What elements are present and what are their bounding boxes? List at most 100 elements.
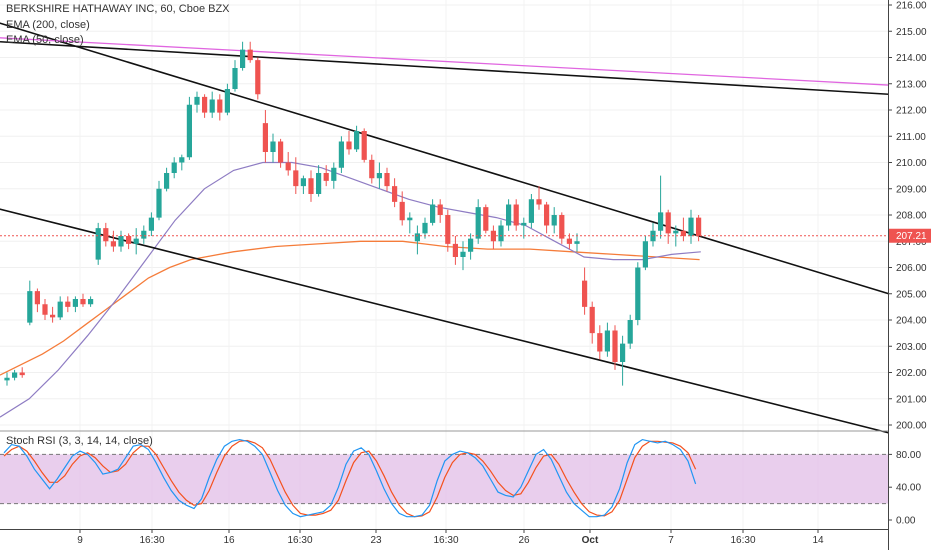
candle-body	[148, 217, 154, 231]
candle-body	[551, 215, 557, 226]
candle	[156, 180, 162, 221]
price-tick-label: 200.00	[896, 421, 927, 432]
price-tick-label: 210.00	[896, 158, 927, 169]
candle	[42, 299, 48, 320]
candle-body	[164, 173, 170, 189]
candle	[627, 314, 633, 349]
candle	[513, 199, 519, 231]
candle	[612, 325, 618, 370]
ema-lines	[0, 161, 701, 418]
candle-body	[338, 141, 344, 168]
candle	[589, 301, 595, 344]
candle	[498, 220, 504, 247]
candle-body	[688, 217, 694, 236]
candle	[240, 41, 246, 71]
candle	[658, 175, 664, 239]
candle-body	[133, 238, 139, 244]
candle	[72, 296, 78, 313]
candle-body	[65, 301, 71, 307]
candle	[164, 167, 170, 192]
stoch-tick-label: 40.00	[896, 483, 921, 494]
stoch-rsi-axis[interactable]: 80.00 40.00 0.00	[888, 450, 921, 527]
candle	[118, 230, 124, 252]
candle	[604, 322, 610, 357]
candlestick-series	[4, 41, 702, 386]
candle-body	[202, 96, 208, 113]
legend-ema200: EMA (200, close)	[6, 19, 90, 31]
time-tick-label: 7	[668, 535, 674, 546]
candle	[620, 335, 626, 386]
candle	[521, 217, 527, 239]
candle-body	[247, 49, 253, 61]
candle-body	[270, 141, 276, 152]
stoch-rsi-k-line	[3, 438, 697, 518]
time-axis[interactable]: 9 16:30 16 16:30 23 16:30 26 Oct 7 16:30 14	[77, 529, 824, 546]
candle-body	[42, 304, 48, 315]
stoch-tick-label: 0.00	[896, 516, 916, 527]
price-tick-label: 204.00	[896, 316, 927, 327]
candle-body	[582, 280, 588, 307]
price-axis[interactable]: 216.00 215.00 214.00 213.00 212.00 211.00 210.…	[888, 1, 927, 432]
candle-body	[528, 199, 534, 223]
candle-body	[278, 141, 284, 163]
candle-body	[34, 291, 40, 305]
time-tick-label: 14	[812, 535, 824, 546]
candle-body	[72, 299, 78, 307]
candle-body	[118, 236, 124, 247]
trendline-3[interactable]	[0, 207, 889, 434]
candle	[437, 199, 443, 223]
time-tick-label: 16	[223, 535, 235, 546]
candle-body	[445, 215, 451, 244]
candle	[171, 157, 177, 179]
candle	[346, 131, 352, 155]
candle-body	[285, 162, 291, 171]
stoch-rsi-pane	[0, 438, 888, 518]
candle-body	[437, 204, 443, 215]
candle	[262, 110, 268, 163]
candle	[452, 236, 458, 265]
time-tick-label: 26	[518, 535, 530, 546]
candle	[103, 222, 109, 247]
price-tick-label: 216.00	[896, 1, 927, 12]
candle-body	[559, 215, 565, 239]
candle	[179, 154, 185, 171]
candle	[293, 157, 299, 194]
candle-body	[240, 49, 246, 68]
price-tick-label: 211.00	[896, 132, 926, 143]
candle	[331, 162, 337, 189]
candle-body	[460, 251, 466, 257]
trendlines[interactable]	[0, 21, 890, 434]
candle-body	[141, 230, 147, 239]
candle	[475, 199, 481, 244]
time-tick-label: 23	[370, 535, 382, 546]
price-tick-label: 205.00	[896, 289, 927, 300]
candle	[57, 296, 63, 320]
time-tick-label: 16:30	[287, 535, 312, 546]
price-tick-label: 206.00	[896, 263, 927, 274]
candle	[635, 262, 641, 326]
candle-body	[506, 204, 512, 226]
candle	[407, 212, 413, 234]
candle	[392, 178, 398, 208]
trendline-2[interactable]	[0, 21, 890, 295]
candle-body	[604, 330, 610, 352]
candle-body	[179, 157, 185, 163]
trendline-1[interactable]	[0, 40, 889, 96]
candle-body	[620, 343, 626, 362]
candle	[308, 170, 314, 202]
price-tick-label: 209.00	[896, 184, 927, 195]
candle	[232, 60, 238, 92]
candle	[384, 167, 390, 192]
candle-body	[88, 299, 94, 305]
candle-body	[171, 162, 177, 173]
candle	[528, 194, 534, 229]
candle	[673, 225, 679, 247]
candle	[141, 225, 147, 244]
candle	[490, 225, 496, 250]
candle	[574, 233, 580, 252]
price-tick-label: 215.00	[896, 27, 927, 38]
candle	[194, 91, 200, 113]
candle	[460, 241, 466, 271]
long-trendline-magenta[interactable]	[0, 37, 889, 86]
